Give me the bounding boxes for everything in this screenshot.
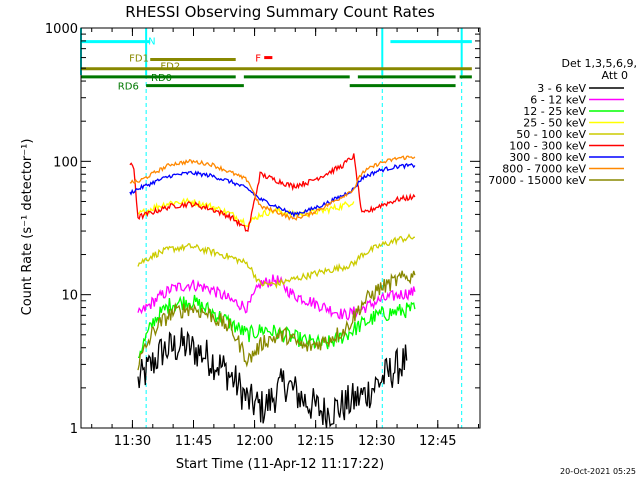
legend-label-8: 7000 - 15000 keV: [488, 174, 586, 187]
y-tick-label-0: 1: [70, 422, 78, 437]
axes-layer: 1 10 100 1000 11:30 11:45 12:00 12:15 12:30 12:45: [45, 22, 481, 449]
x-tick-label-5: 12:45: [419, 434, 456, 449]
legend-label-3: 25 - 50 keV: [523, 117, 586, 130]
legend-label-7: 800 - 7000 keV: [502, 163, 586, 176]
y-axis-label: Count Rate (s⁻¹ detector⁻¹): [20, 139, 35, 316]
legend-label-6: 300 - 800 keV: [509, 151, 586, 164]
status-bar-label-fd2: FD2: [160, 62, 180, 73]
x-tick-label-4: 12:30: [358, 434, 395, 449]
status-bar-label-rd0: RD0: [151, 73, 172, 84]
series-line-0: [137, 327, 408, 429]
y-tick-label-3: 1000: [45, 22, 78, 37]
series-line-3: [137, 197, 355, 228]
series-line-8: [137, 270, 416, 371]
y-tick-label-1: 10: [61, 289, 78, 304]
series-line-6: [129, 162, 416, 219]
footer-timestamp: 20-Oct-2021 05:25: [560, 467, 636, 476]
status-bar-label-n: N: [148, 37, 155, 48]
legend-label-5: 100 - 300 keV: [509, 140, 586, 153]
x-tick-label-0: 11:30: [114, 434, 151, 449]
legend-header-line-1: Det 1,3,5,6,9,: [561, 57, 637, 70]
legend-label-0: 3 - 6 keV: [537, 82, 586, 95]
x-axis-label: Start Time (11-Apr-12 11:17:22): [176, 457, 384, 472]
series-line-4: [137, 233, 416, 290]
legend-label-1: 6 - 12 keV: [530, 94, 586, 107]
series-layer: [129, 153, 416, 429]
series-line-2: [137, 294, 416, 359]
legend-label-4: 50 - 100 keV: [516, 128, 586, 141]
status-bar-label-fd1: FD1: [129, 54, 149, 65]
x-tick-label-2: 12:00: [236, 434, 273, 449]
chart-title: RHESSI Observing Summary Count Rates: [125, 3, 435, 21]
legend-label-2: 12 - 25 keV: [523, 105, 586, 118]
plot-frame: [80, 27, 481, 429]
status-bar-label-f: F: [255, 54, 261, 65]
legend-header-line-2: Att 0: [602, 69, 628, 82]
series-line-1: [137, 274, 416, 321]
y-tick-label-2: 100: [53, 155, 78, 170]
series-line-7: [129, 155, 416, 221]
x-tick-label-3: 12:15: [297, 434, 334, 449]
x-tick-label-1: 11:45: [175, 434, 212, 449]
status-bar-label-rd6: RD6: [118, 82, 139, 93]
series-line-5: [129, 153, 416, 232]
